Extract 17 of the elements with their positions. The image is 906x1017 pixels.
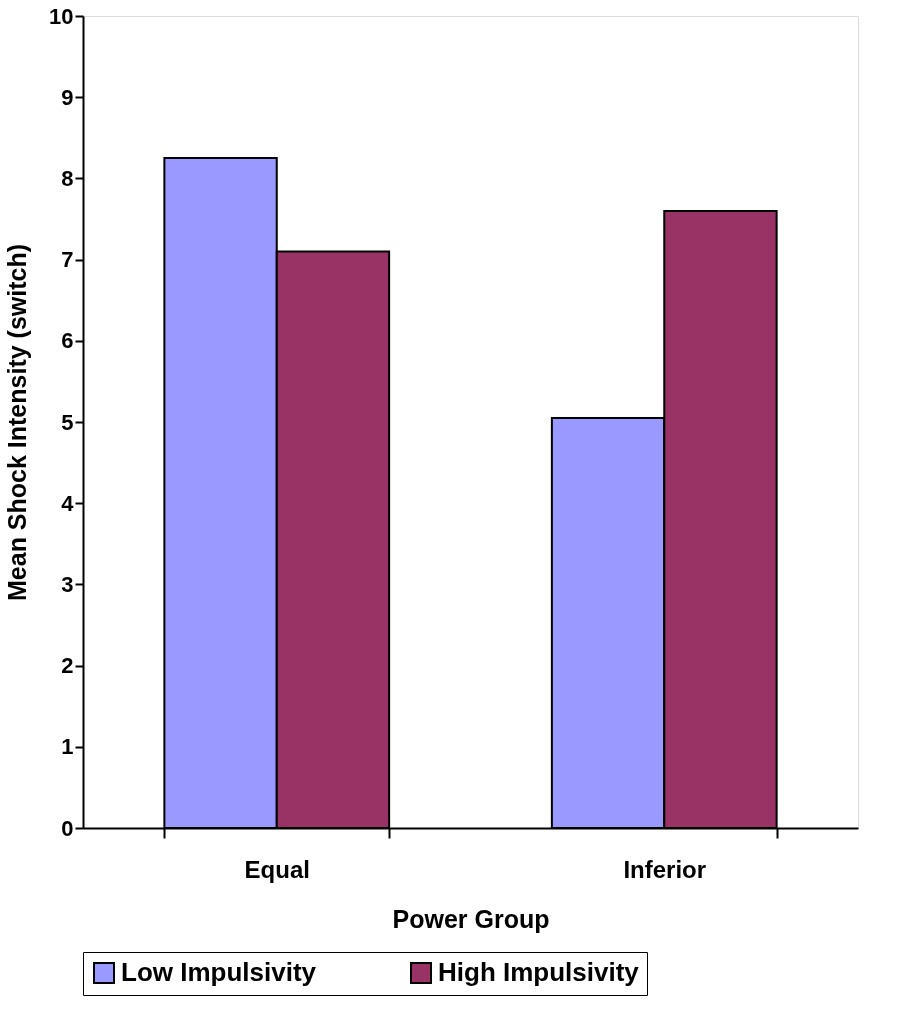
x-axis-title: Power Group <box>392 904 550 933</box>
y-axis-title: Mean Shock Intensity (switch) <box>3 243 32 602</box>
y-tick-label: 8 <box>61 165 74 191</box>
x-tick-label: Equal <box>244 855 310 883</box>
y-tick-label: 2 <box>61 653 74 679</box>
y-tick-label: 4 <box>61 490 75 516</box>
legend-label: High Impulsivity <box>438 957 640 987</box>
y-tick-label: 5 <box>61 409 74 435</box>
x-tick-label: Inferior <box>623 855 707 883</box>
y-tick-label: 6 <box>61 328 74 354</box>
y-tick-label: 1 <box>61 734 74 760</box>
y-tick-label: 0 <box>61 815 74 841</box>
legend-label: Low Impulsivity <box>121 957 317 987</box>
y-tick-label: 7 <box>61 247 74 273</box>
y-tick-label: 9 <box>61 84 74 110</box>
y-tick-label: 3 <box>61 571 74 597</box>
y-tick-label: 10 <box>49 3 74 29</box>
